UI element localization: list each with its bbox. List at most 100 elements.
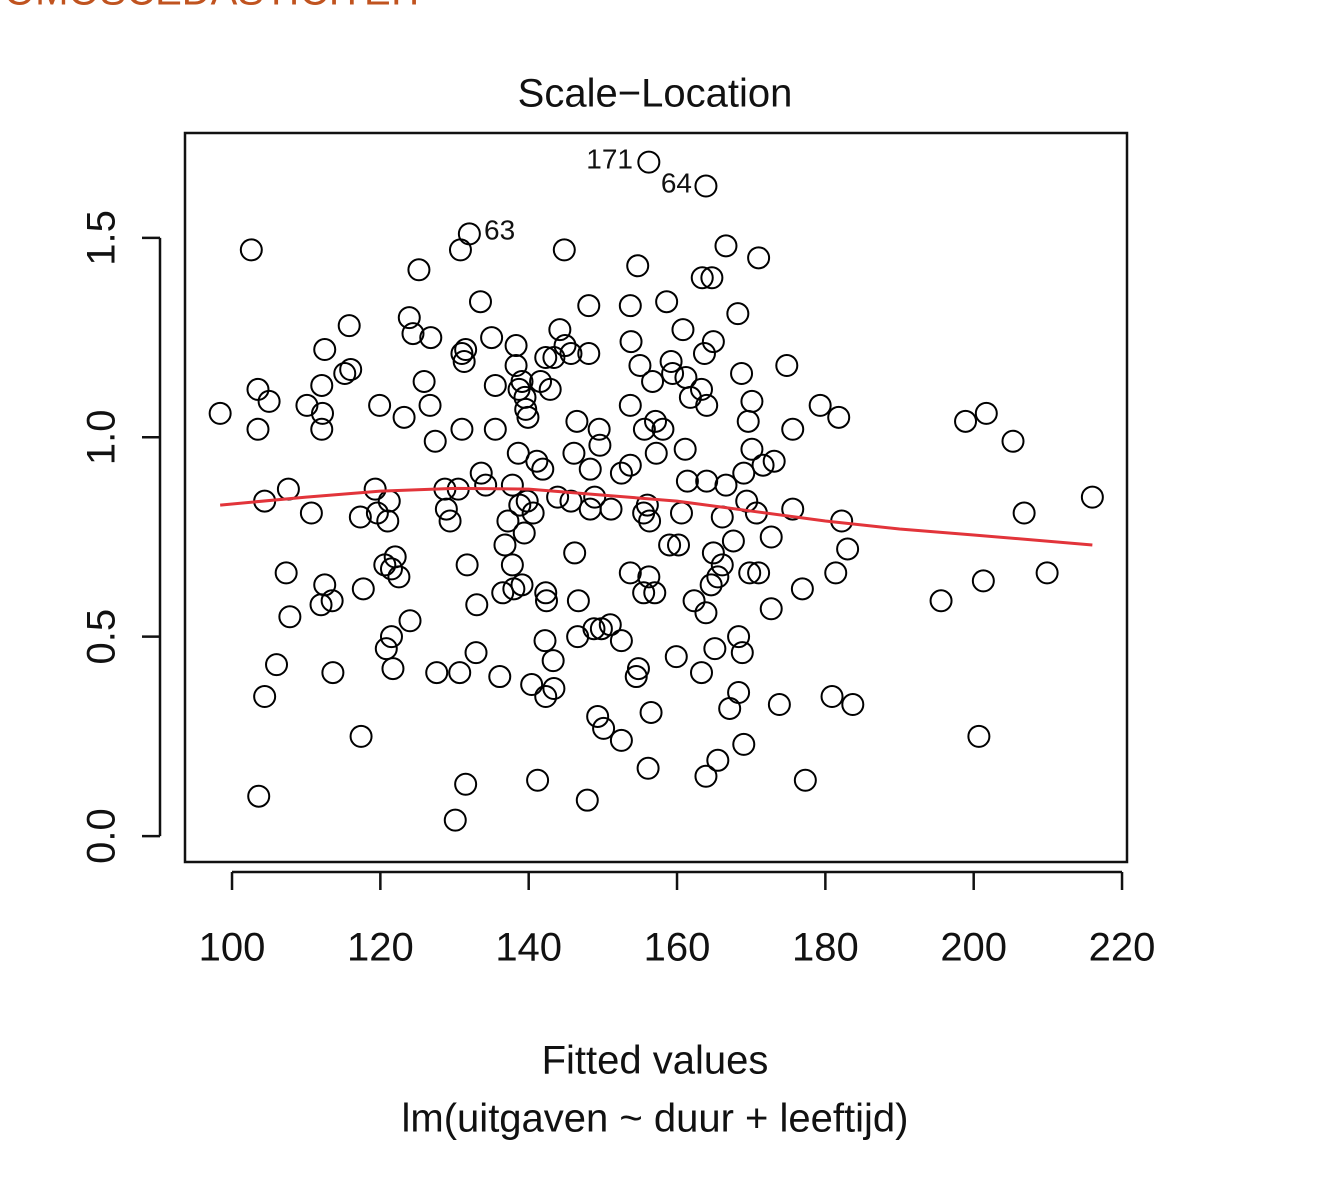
point: [562, 441, 586, 465]
point: [632, 581, 656, 605]
point: [464, 641, 488, 665]
point: [618, 561, 642, 585]
point: [836, 537, 860, 561]
point: [407, 258, 431, 282]
point: [565, 409, 589, 433]
point: [637, 565, 661, 589]
point: [954, 409, 978, 433]
smooth-line: [220, 486, 1093, 547]
point: [339, 357, 363, 381]
point: [575, 788, 599, 812]
point: [781, 417, 805, 441]
point: [759, 597, 783, 621]
point: [253, 684, 277, 708]
point: [434, 497, 458, 521]
point: [457, 222, 481, 246]
point: [533, 629, 557, 653]
point: [644, 441, 668, 465]
point: [775, 353, 799, 377]
point: [397, 306, 421, 330]
annotation: 171: [586, 143, 633, 174]
point: [566, 589, 590, 613]
point: [542, 677, 566, 701]
point: [311, 401, 335, 425]
y-tick-label: 0.0: [80, 808, 124, 864]
point: [516, 405, 540, 429]
point: [548, 318, 572, 342]
point: [690, 377, 714, 401]
point: [974, 401, 998, 425]
point: [703, 637, 727, 661]
point: [488, 665, 512, 689]
point: [496, 509, 520, 533]
point: [448, 238, 472, 262]
point: [578, 457, 602, 481]
point: [559, 342, 583, 366]
point: [559, 489, 583, 513]
y-tick-label: 1.5: [80, 210, 124, 266]
point: [706, 565, 730, 589]
point: [534, 589, 558, 613]
point: [701, 541, 725, 565]
point: [718, 696, 742, 720]
point: [827, 405, 851, 429]
point: [690, 661, 714, 685]
point: [673, 437, 697, 461]
point: [759, 525, 783, 549]
point: [419, 326, 443, 350]
point: [793, 768, 817, 792]
point: [664, 645, 688, 669]
point: [483, 373, 507, 397]
point: [418, 393, 442, 417]
point: [599, 497, 623, 521]
point: [500, 473, 524, 497]
point: [732, 461, 756, 485]
point: [438, 509, 462, 533]
annotation: 63: [484, 214, 515, 245]
point: [658, 533, 682, 557]
point: [546, 485, 570, 509]
point: [641, 369, 665, 393]
point: [674, 365, 698, 389]
point: [504, 353, 528, 377]
point: [730, 641, 754, 665]
point: [321, 661, 345, 685]
point: [598, 613, 622, 637]
point: [552, 238, 576, 262]
point: [525, 449, 549, 473]
point: [310, 417, 334, 441]
point: [582, 617, 606, 641]
point: [808, 393, 832, 417]
point: [534, 581, 558, 605]
point: [682, 589, 706, 613]
point: [349, 724, 373, 748]
point: [655, 290, 679, 314]
point: [534, 346, 558, 370]
point: [566, 625, 590, 649]
point: [710, 505, 734, 529]
x-tick-label: 140: [495, 926, 562, 970]
x-tick-label: 120: [347, 926, 414, 970]
point: [246, 377, 270, 401]
x-tick-label: 180: [792, 926, 859, 970]
point: [714, 473, 738, 497]
point: [508, 493, 532, 517]
point: [618, 294, 642, 318]
point: [368, 393, 392, 417]
point: [534, 684, 558, 708]
point: [510, 369, 534, 393]
point: [274, 561, 298, 585]
point: [726, 302, 750, 326]
point: [337, 314, 361, 338]
point: [553, 334, 577, 358]
point: [767, 692, 791, 716]
point: [363, 477, 387, 501]
point: [520, 673, 544, 697]
point: [751, 453, 775, 477]
point: [669, 501, 693, 525]
point: [619, 330, 643, 354]
point: [531, 457, 555, 481]
point: [609, 461, 633, 485]
point: [841, 692, 865, 716]
